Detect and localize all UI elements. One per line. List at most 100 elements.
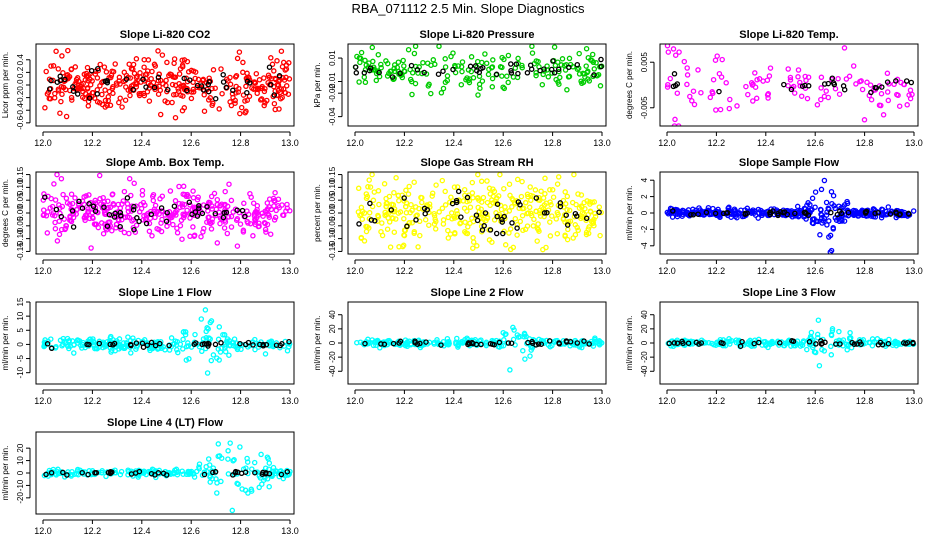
data-point [222, 348, 229, 355]
data-point [823, 88, 829, 94]
data-point [877, 339, 884, 346]
data-point [831, 203, 837, 209]
data-point [484, 199, 491, 206]
data-point [687, 93, 693, 100]
data-point [117, 223, 123, 230]
data-point [127, 92, 133, 99]
data-point [212, 469, 219, 475]
series-selected [356, 188, 602, 237]
data-point [847, 329, 853, 336]
data-point [154, 225, 160, 232]
data-point [116, 99, 122, 106]
data-point [160, 470, 167, 477]
data-point [672, 52, 679, 58]
y-tick-label: 40 [328, 310, 337, 319]
data-point [447, 231, 454, 237]
data-point [147, 208, 154, 215]
data-point [474, 217, 481, 224]
data-point [470, 194, 476, 201]
data-point [875, 210, 881, 216]
x-tick-label: 12.4 [445, 266, 463, 276]
data-point [591, 72, 597, 78]
data-point [111, 340, 118, 347]
data-point [124, 214, 131, 220]
data-point [228, 224, 235, 230]
data-point [570, 235, 576, 241]
data-point [358, 49, 365, 56]
data-point [102, 87, 108, 93]
y-tick-label: 0.05 [16, 192, 25, 208]
data-point [169, 99, 175, 106]
data-point [828, 188, 835, 195]
data-point [785, 66, 791, 72]
data-point [493, 71, 500, 78]
data-point [818, 85, 824, 91]
data-point [593, 60, 599, 66]
data-point [664, 84, 671, 90]
data-point [229, 340, 235, 346]
x-tick-label: 12.8 [232, 138, 250, 148]
data-point [149, 342, 155, 349]
data-point [365, 184, 371, 190]
data-point [95, 65, 101, 72]
data-point [570, 64, 576, 70]
x-tick-label: 12.8 [544, 396, 562, 406]
y-tick-label: 15 [16, 297, 25, 306]
data-point [585, 230, 592, 237]
data-point [239, 342, 246, 348]
data-point [504, 73, 510, 79]
data-point [419, 199, 425, 206]
data-point [521, 330, 528, 337]
data-point [862, 209, 869, 215]
data-point [415, 70, 421, 76]
data-point [149, 68, 155, 75]
x-tick-label: 13.0 [281, 266, 299, 276]
page-title: RBA_071112 2.5 Min. Slope Diagnostics [351, 1, 585, 16]
data-point [378, 64, 384, 71]
data-point [403, 187, 409, 194]
data-point [905, 210, 912, 217]
data-point [124, 342, 131, 349]
data-point [202, 307, 209, 313]
x-tick-label: 13.0 [905, 266, 923, 276]
data-point [598, 56, 604, 63]
data-point [110, 68, 117, 75]
data-point [564, 236, 571, 243]
x-tick-label: 12.6 [182, 266, 200, 276]
data-point [825, 94, 832, 101]
data-point [263, 470, 269, 476]
data-point [50, 77, 56, 84]
data-point [181, 105, 188, 111]
data-point [64, 472, 70, 478]
data-point [103, 69, 110, 75]
data-point [537, 67, 543, 74]
data-point [766, 73, 773, 79]
data-point [194, 213, 201, 219]
data-point [486, 237, 493, 243]
data-point [739, 338, 745, 345]
data-point [592, 335, 598, 341]
data-point [272, 75, 278, 82]
data-point [116, 217, 122, 224]
data-point [63, 340, 69, 346]
data-point [48, 77, 54, 84]
y-tick-label: -0.05 [328, 216, 337, 235]
data-point [128, 468, 134, 474]
data-point [802, 209, 808, 216]
x-tick-label: 12.4 [133, 138, 151, 148]
data-point [238, 104, 245, 111]
data-point [361, 74, 368, 80]
data-point [242, 341, 249, 348]
data-point [206, 214, 212, 220]
data-point [251, 459, 258, 466]
data-point [126, 175, 133, 182]
data-point [210, 67, 217, 73]
data-point [92, 71, 99, 77]
data-point [470, 239, 477, 245]
data-point [256, 77, 263, 83]
data-point [808, 207, 814, 213]
data-point [230, 472, 236, 478]
data-point [833, 341, 839, 347]
data-point [531, 216, 537, 223]
data-point [501, 85, 508, 92]
